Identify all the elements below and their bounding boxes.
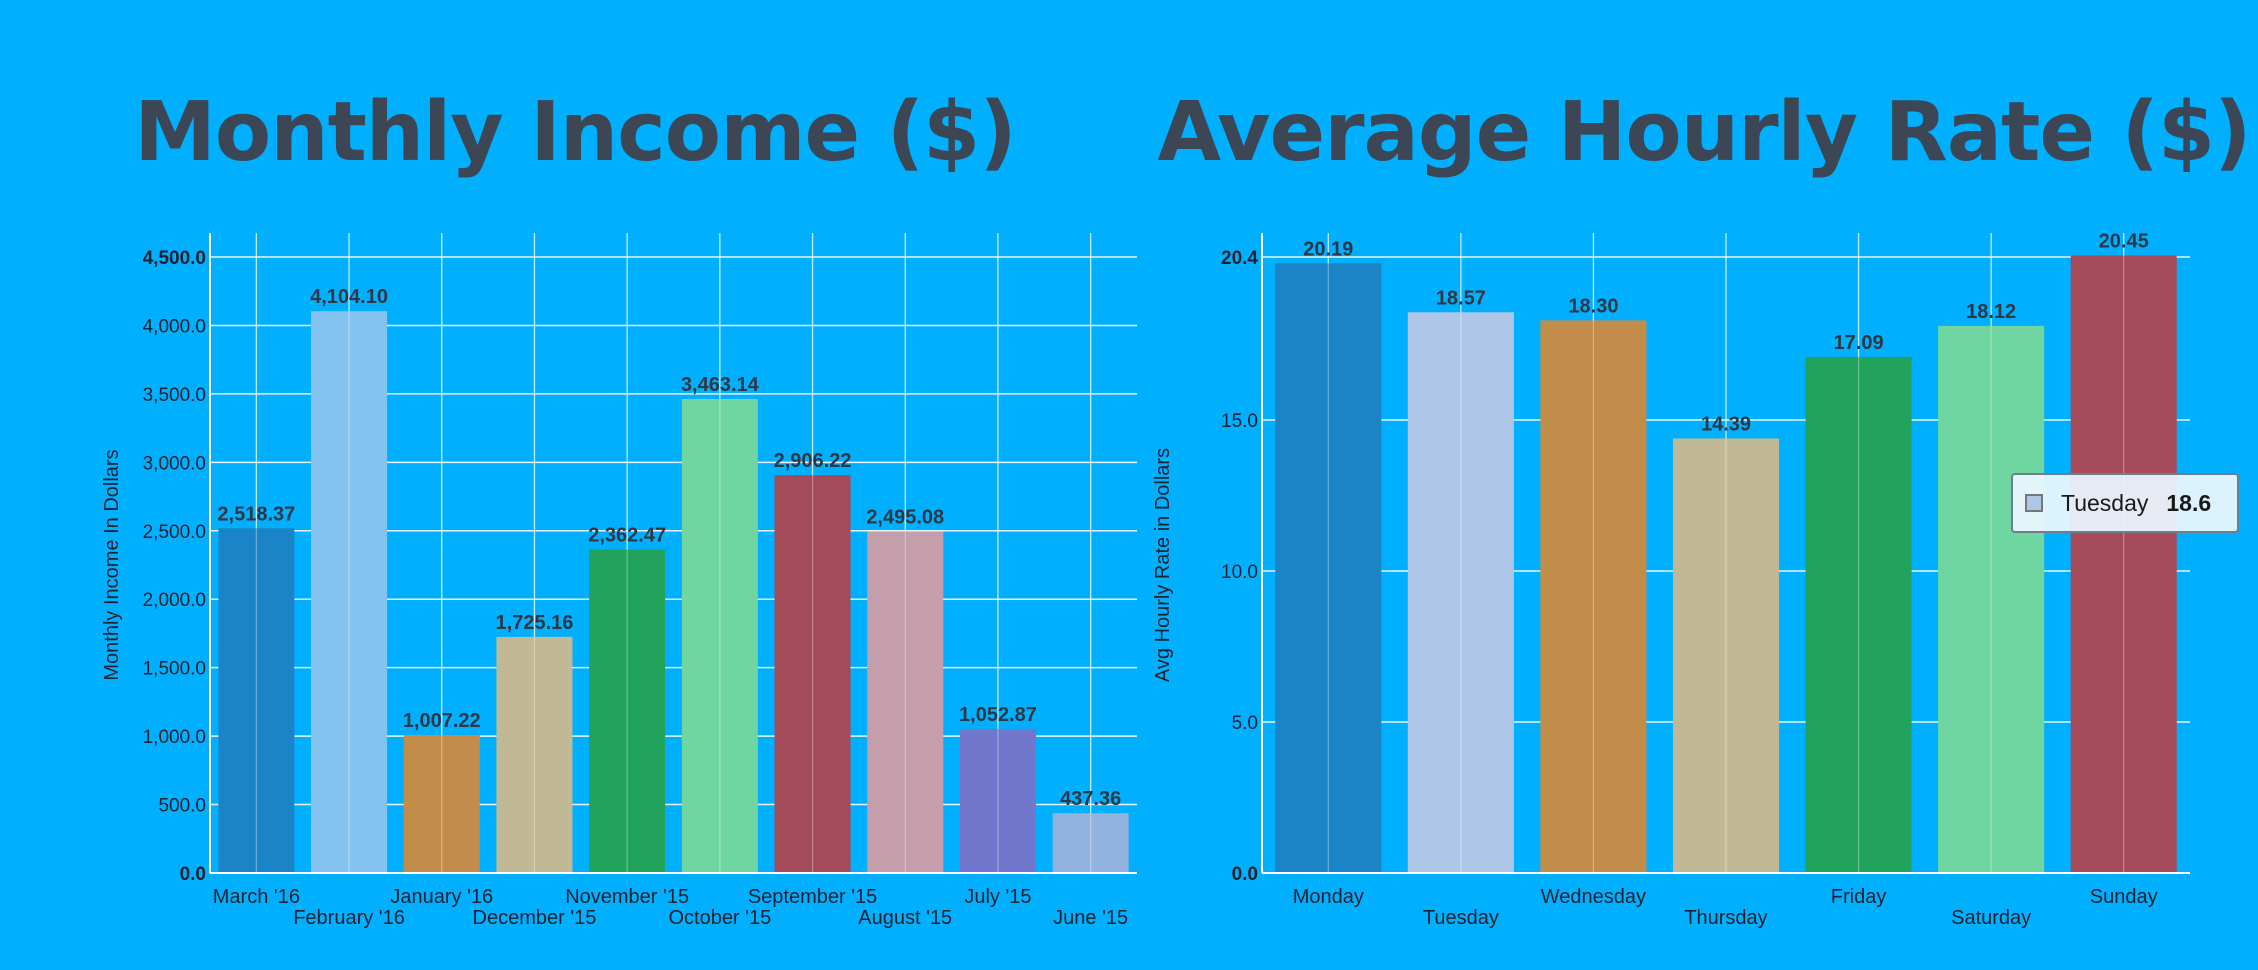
tooltip-swatch bbox=[2025, 494, 2043, 512]
x-tick-label: January '16 bbox=[390, 886, 493, 908]
bar-august-15 bbox=[867, 531, 944, 873]
x-tick-label: October '15 bbox=[668, 907, 771, 929]
y-tick-label: 0.0 bbox=[1232, 864, 1258, 885]
bar-value-label: 2,906.22 bbox=[774, 450, 852, 472]
x-tick-label: November '15 bbox=[565, 886, 689, 908]
bar-september-15 bbox=[774, 475, 851, 873]
bar-value-label: 20.45 bbox=[2099, 230, 2149, 252]
y-tick-label: 3,500.0 bbox=[143, 385, 206, 406]
x-tick-label: Monday bbox=[1293, 886, 1364, 908]
bar-thursday bbox=[1672, 438, 1780, 873]
x-tick-label: March '16 bbox=[213, 886, 300, 908]
bar-tuesday bbox=[1407, 312, 1514, 874]
bar-march-16 bbox=[218, 528, 295, 873]
bar-tooltip: Tuesday 18.6 bbox=[2011, 473, 2239, 533]
y-axis-label: Avg Hourly Rate in Dollars bbox=[1152, 448, 1174, 682]
y-axis-label: Monthly Income In Dollars bbox=[101, 449, 123, 680]
bar-december-15 bbox=[496, 636, 573, 873]
bar-value-label: 3,463.14 bbox=[681, 374, 760, 396]
monthly-income-chart: 0.0 500.0 1,000.0 1,500.0 2,000.0 2,500.0 3,00… bbox=[101, 233, 1137, 929]
x-tick-label: Saturday bbox=[1951, 907, 2031, 929]
x-tick-label: February '16 bbox=[293, 907, 405, 929]
monthly-income-panel: Monthly Income ($) 0.0 500.0 1,000.0 1,500.… bbox=[101, 85, 1137, 929]
bar-value-label: 18.57 bbox=[1436, 287, 1486, 309]
y-tick-label: 2,500.0 bbox=[143, 522, 206, 543]
bar-value-label: 1,007.22 bbox=[403, 710, 481, 732]
bar-saturday bbox=[1938, 325, 2045, 873]
bar-value-label: 18.12 bbox=[1966, 301, 2016, 323]
x-tick-label: June '15 bbox=[1053, 907, 1128, 929]
bar-sunday bbox=[2070, 255, 2177, 874]
x-tick-label: Thursday bbox=[1684, 907, 1767, 929]
y-tick-label: 3,000.0 bbox=[143, 453, 206, 474]
x-tick-label: July '15 bbox=[964, 886, 1031, 908]
x-tick-label: December '15 bbox=[473, 907, 597, 929]
y-tick-label: 0.0 bbox=[180, 864, 206, 885]
y-tick-label: 1,500.0 bbox=[143, 659, 206, 680]
x-tick-label: Tuesday bbox=[1423, 907, 1499, 929]
monthly-income-title: Monthly Income ($) bbox=[134, 85, 1016, 180]
bar-value-label: 1,052.87 bbox=[959, 704, 1037, 726]
bar-value-label: 1,725.16 bbox=[496, 612, 574, 634]
bar-value-label: 437.36 bbox=[1060, 788, 1121, 810]
x-tick-label: September '15 bbox=[748, 886, 877, 908]
y-tick-label: 4,500.0 bbox=[143, 248, 206, 269]
y-tick-label: 4,000.0 bbox=[143, 316, 206, 337]
x-tick-label: Sunday bbox=[2090, 886, 2158, 908]
y-tick-label: 5.0 bbox=[1232, 713, 1258, 734]
bar-monday bbox=[1275, 263, 1382, 873]
bar-february-16 bbox=[311, 311, 388, 873]
bar-january-16 bbox=[403, 735, 480, 873]
bar-july-15 bbox=[959, 728, 1036, 873]
bar-friday bbox=[1805, 356, 1912, 874]
bar-value-label: 2,495.08 bbox=[866, 506, 944, 528]
hourly-rate-panel: Average Hourly Rate ($) 0.0 5.0 10.0 15.0 20… bbox=[1150, 0, 2258, 970]
hourly-rate-chart: 0.0 5.0 10.0 15.0 20.4 20.19 Monday 18.57 Tuesda… bbox=[1152, 230, 2190, 929]
bar-june-15 bbox=[1052, 813, 1129, 873]
bar-november-15 bbox=[589, 549, 666, 873]
bar-value-label: 18.30 bbox=[1568, 295, 1618, 317]
x-tick-label: Friday bbox=[1831, 886, 1887, 908]
y-tick-label: 2,000.0 bbox=[143, 590, 206, 611]
tooltip-value: 18.6 bbox=[2166, 489, 2212, 516]
bar-value-label: 4,104.10 bbox=[310, 286, 388, 308]
bar-value-label: 2,362.47 bbox=[588, 525, 666, 547]
tooltip-label: Tuesday bbox=[2061, 489, 2149, 516]
bar-value-label: 20.19 bbox=[1303, 238, 1353, 260]
y-tick-label: 15.0 bbox=[1221, 411, 1258, 432]
bar-value-label: 2,518.37 bbox=[217, 503, 295, 525]
y-tick-label: 500.0 bbox=[158, 796, 206, 817]
y-tick-label: 1,000.0 bbox=[143, 727, 206, 748]
bar-october-15 bbox=[681, 398, 758, 873]
bar-value-label: 14.39 bbox=[1701, 413, 1751, 435]
hourly-rate-title: Average Hourly Rate ($) bbox=[1157, 85, 2252, 180]
y-tick-label: 10.0 bbox=[1221, 562, 1258, 583]
x-tick-label: August '15 bbox=[858, 907, 952, 929]
y-tick-label: 20.4 bbox=[1221, 248, 1258, 269]
bar-value-label: 17.09 bbox=[1834, 332, 1884, 354]
bar-wednesday bbox=[1540, 320, 1647, 874]
x-tick-label: Wednesday bbox=[1541, 886, 1646, 908]
